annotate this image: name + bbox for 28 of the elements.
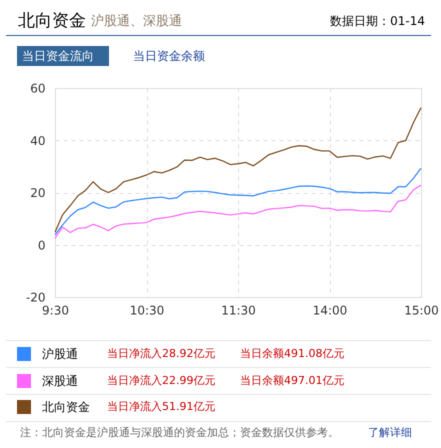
y-tick-label: 60 [30, 82, 46, 96]
text: 了解详细 [368, 426, 412, 439]
x-tick-label: 14:00 [312, 304, 348, 318]
text: 当日余额497.01亿元 [240, 374, 344, 387]
y-tick-label: 20 [30, 186, 46, 200]
text: 当日余额491.08亿元 [240, 347, 344, 360]
text: 当日资金余额 [133, 49, 205, 63]
x-tick-label: 15:00 [404, 304, 439, 318]
legend-label: 北向资金 [42, 400, 90, 414]
text: 当日净流入51.91亿元 [107, 400, 216, 413]
legend-label: 深股通 [42, 374, 78, 388]
x-tick-label: 9:30 [42, 304, 69, 318]
text: 当日净流入28.92亿元 [107, 347, 216, 360]
text: 当日资金流向 [22, 49, 94, 63]
line-series [54, 184, 422, 239]
y-tick-label: 0 [38, 238, 46, 252]
y-tick-label: -20 [26, 290, 46, 304]
line-series [54, 168, 422, 236]
line-series [54, 106, 422, 233]
chart-subtitle: 沪股通、深股通 [91, 13, 182, 29]
y-tick-label: 40 [30, 134, 46, 148]
x-tick-label: 11:30 [221, 304, 256, 318]
text: 当日净流入22.99亿元 [107, 374, 216, 387]
chart-title: 北向资金 [18, 11, 86, 31]
x-tick-label: 10:30 [130, 304, 164, 318]
legend-label: 沪股通 [42, 347, 78, 361]
text: 数据日期：01-14 [330, 14, 425, 28]
text: 注：北向资金是沪股通与深股通的资金加总；资金数据仅供参考。 [20, 426, 339, 439]
